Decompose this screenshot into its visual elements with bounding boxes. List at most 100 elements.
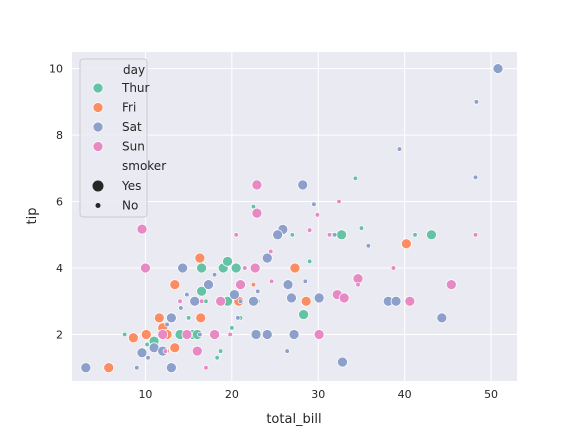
data-point-sun xyxy=(198,298,205,304)
y-axis-label: tip xyxy=(25,208,40,225)
data-point-sat xyxy=(166,362,177,374)
data-point-sun xyxy=(249,262,261,274)
data-point-sun xyxy=(177,298,183,304)
data-point-sun xyxy=(268,278,275,284)
data-point-sat xyxy=(272,229,284,241)
data-point-thur xyxy=(336,229,347,241)
legend-marker-thur xyxy=(92,82,104,94)
data-point-thur xyxy=(358,225,365,231)
data-point-thur xyxy=(229,325,235,331)
data-point-sun xyxy=(242,265,248,271)
x-axis-label: total_bill xyxy=(266,412,321,427)
data-point-sun xyxy=(445,279,457,290)
data-point-thur xyxy=(196,285,207,297)
y-tick-label: 4 xyxy=(56,262,63,275)
legend-box xyxy=(79,58,148,218)
data-point-sun xyxy=(251,207,263,219)
legend-marker-fri xyxy=(92,102,104,113)
data-point-fri xyxy=(169,279,181,290)
data-point-fri xyxy=(195,312,207,324)
data-point-thur xyxy=(289,232,295,238)
data-point-sun xyxy=(251,179,263,191)
legend-size-marker-no xyxy=(95,203,101,208)
data-point-sun xyxy=(191,345,203,357)
legend: day Thur Fri Sat Sun smoker Yes No xyxy=(79,58,166,218)
data-point-sun xyxy=(336,198,342,205)
legend-label-fri: Fri xyxy=(122,101,136,115)
data-point-sat xyxy=(284,348,290,354)
y-tick-label: 2 xyxy=(56,328,63,341)
y-tick-label: 10 xyxy=(49,63,63,76)
data-point-sat xyxy=(297,179,309,191)
data-point-sat xyxy=(197,331,203,338)
data-point-sat xyxy=(255,288,261,294)
data-point-sun xyxy=(326,232,333,238)
data-point-sat xyxy=(203,279,214,290)
y-tick-label: 8 xyxy=(56,129,63,142)
data-point-sat xyxy=(164,321,170,328)
data-point-fri xyxy=(401,238,412,250)
legend-label-sun: Sun xyxy=(122,140,145,154)
data-point-sat xyxy=(229,289,240,300)
data-point-sat xyxy=(436,312,448,324)
data-point-fri xyxy=(127,332,139,344)
data-point-fri xyxy=(289,262,301,274)
data-point-sat xyxy=(492,63,504,74)
legend-size-marker-yes xyxy=(92,180,104,192)
data-point-sun xyxy=(233,232,239,238)
data-point-sun xyxy=(136,223,148,235)
data-point-thur xyxy=(222,256,233,267)
data-point-fri xyxy=(140,329,152,340)
data-point-sun xyxy=(355,281,361,288)
data-point-sat xyxy=(311,201,317,207)
data-point-sat xyxy=(332,232,338,238)
data-point-sat xyxy=(250,329,262,340)
data-point-thur xyxy=(217,348,224,354)
x-tick-label: 10 xyxy=(138,388,152,401)
data-point-sat xyxy=(473,99,480,105)
data-point-thur xyxy=(122,331,128,338)
data-point-sat xyxy=(337,356,348,368)
data-point-thur xyxy=(214,355,220,361)
data-point-sat xyxy=(189,295,201,307)
data-point-fri xyxy=(103,362,115,374)
data-point-sat xyxy=(282,279,294,290)
data-point-sun xyxy=(404,295,416,307)
y-tick-label: 6 xyxy=(56,196,63,209)
data-point-sat xyxy=(237,298,244,304)
data-points xyxy=(80,63,504,374)
x-tick-label: 40 xyxy=(398,388,412,401)
legend-size-label-yes: Yes xyxy=(121,179,141,193)
data-point-sat xyxy=(248,295,259,307)
data-point-sun xyxy=(338,292,350,304)
data-point-sat xyxy=(184,291,190,298)
data-point-sat xyxy=(472,174,479,180)
data-point-sat xyxy=(134,365,140,371)
data-point-sun xyxy=(203,365,209,371)
data-point-thur xyxy=(144,341,150,348)
data-point-fri xyxy=(300,295,312,307)
legend-hue-title: day xyxy=(123,63,145,77)
data-point-sat xyxy=(302,278,308,284)
data-point-sat xyxy=(211,272,218,278)
data-point-fri xyxy=(153,312,165,324)
data-point-sun xyxy=(268,248,274,255)
data-point-thur xyxy=(412,232,418,238)
data-point-thur xyxy=(186,315,192,321)
x-tick-labels: 10 20 30 40 50 xyxy=(138,388,498,401)
data-point-fri xyxy=(169,342,181,354)
data-point-fri xyxy=(194,252,206,264)
data-point-sun xyxy=(313,329,325,340)
x-tick-label: 30 xyxy=(311,388,325,401)
data-point-thur xyxy=(203,298,209,304)
data-point-thur xyxy=(250,203,257,210)
data-point-sun xyxy=(314,212,321,218)
data-point-sun xyxy=(162,348,168,354)
data-point-sat xyxy=(261,329,273,340)
data-point-sat xyxy=(261,252,273,264)
data-point-sun xyxy=(215,295,226,307)
legend-marker-sat xyxy=(92,121,104,133)
data-point-sat xyxy=(235,315,241,321)
